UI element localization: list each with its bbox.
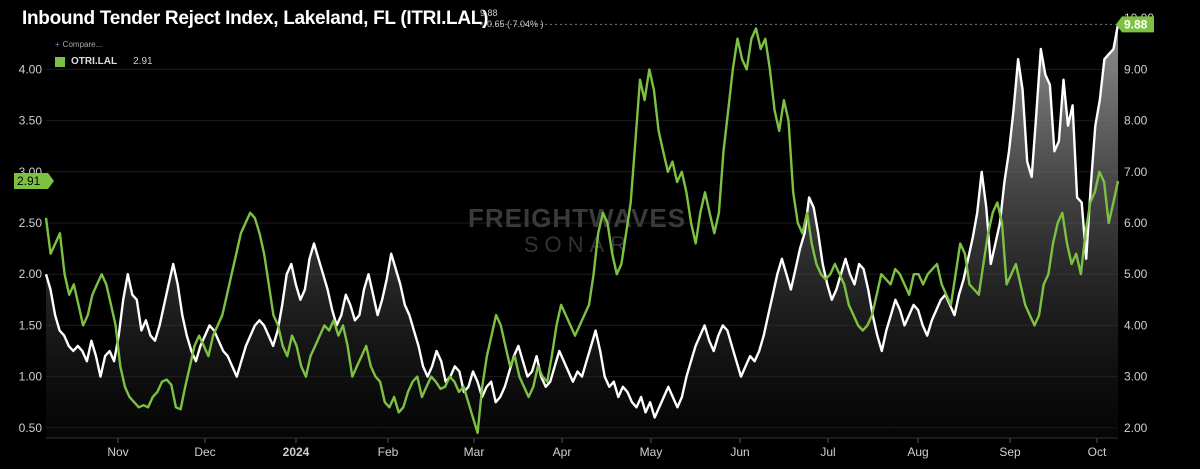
right-axis-tick-label: 7.00 [1124, 165, 1148, 179]
right-axis-tick-label: 8.00 [1124, 114, 1148, 128]
x-axis-tick-label: Nov [107, 445, 128, 459]
series-line-OTRI.LAL[interactable] [44, 27, 1120, 435]
x-axis-tick-label: Jul [820, 445, 835, 459]
compare-label: Compare... [62, 40, 103, 49]
right-axis-tick-label: 6.00 [1124, 216, 1148, 230]
right-axis-tick-label: 4.00 [1124, 318, 1148, 332]
left-axis-tick-label: 4.00 [19, 62, 43, 76]
change-text: 0.65 ( 7.04% ) [487, 19, 544, 29]
left-axis-tick-label: 3.50 [19, 114, 43, 128]
x-axis-tick-label: 2024 [283, 445, 310, 459]
legend-swatch [55, 56, 65, 67]
series-layer [44, 24, 1120, 439]
x-axis-tick-label: Mar [464, 445, 485, 459]
legend-item-otri[interactable]: OTRI.LAL 2.91 [55, 56, 153, 67]
x-axis-tick-label: Jun [730, 445, 749, 459]
compare-button[interactable]: + Compare... [55, 40, 102, 49]
up-arrow-icon: ↑ [480, 19, 485, 29]
last-value: 9.88 [480, 8, 498, 18]
x-axis-tick-label: Aug [907, 445, 928, 459]
right-axis-tick-label: 5.00 [1124, 267, 1148, 281]
x-axis-tick-label: Feb [378, 445, 399, 459]
legend-series-name: OTRI.LAL [71, 56, 118, 67]
watermark-line2: SONAR [524, 232, 632, 257]
left-axis-tick-label: 1.00 [19, 370, 43, 384]
right-axis-tick-label: 3.00 [1124, 370, 1148, 384]
series-line-ITRI.LAL[interactable] [44, 24, 1120, 419]
plus-icon: + [55, 40, 60, 49]
ticker-summary: 9.88 ↑ 0.65 ( 7.04% ) [480, 8, 544, 30]
x-axis-tick-label: May [640, 445, 663, 459]
axis-layer: 0.501.001.502.002.503.003.504.002.003.00… [14, 11, 1154, 459]
left-value-badge-text: 2.91 [17, 174, 41, 188]
series-area-ITRI.LAL [46, 24, 1118, 439]
watermark-line1: FREIGHTWAVES [468, 203, 686, 233]
legend-series-value: 2.91 [133, 56, 153, 67]
left-axis-tick-label: 1.50 [19, 318, 43, 332]
left-axis-tick-label: 2.50 [19, 216, 43, 230]
left-axis-tick-label: 0.50 [19, 421, 43, 435]
x-axis-tick-label: Oct [1088, 445, 1107, 459]
left-value-badge: 2.91 [14, 173, 54, 190]
freightwaves-sonar-watermark: FREIGHTWAVES SONAR [468, 203, 686, 257]
x-axis-tick-label: Apr [553, 445, 572, 459]
left-axis-tick-label: 2.00 [19, 267, 43, 281]
x-axis-tick-label: Dec [194, 445, 215, 459]
right-value-badge: 9.88 [1116, 16, 1154, 33]
x-axis-tick-label: Sep [999, 445, 1021, 459]
right-axis-tick-label: 2.00 [1124, 421, 1148, 435]
right-value-badge-text: 9.88 [1124, 17, 1148, 31]
right-axis-tick-label: 9.00 [1124, 62, 1148, 76]
chart-title: Inbound Tender Reject Index, Lakeland, F… [22, 8, 489, 29]
